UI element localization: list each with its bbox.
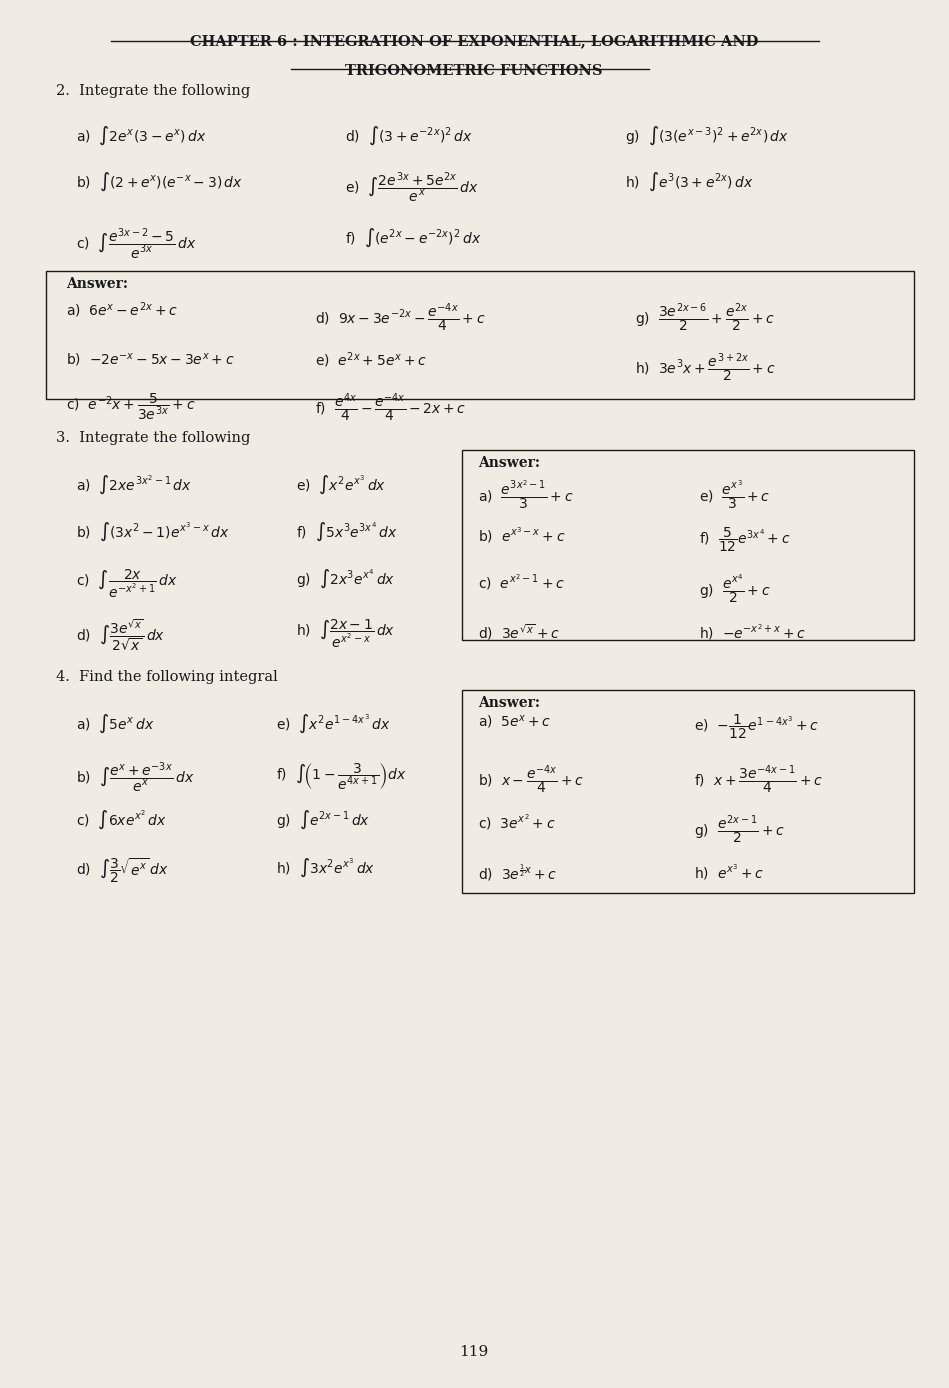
Text: g)  $\dfrac{e^{x^4}}{2}+c$: g) $\dfrac{e^{x^4}}{2}+c$: [699, 572, 771, 605]
Text: c)  $e^{-2}x+\dfrac{5}{3e^{3x}}+c$: c) $e^{-2}x+\dfrac{5}{3e^{3x}}+c$: [66, 390, 195, 422]
Text: c)  $\int 6xe^{x^2}\,dx$: c) $\int 6xe^{x^2}\,dx$: [76, 809, 167, 831]
Text: TRIGONOMETRIC FUNCTIONS: TRIGONOMETRIC FUNCTIONS: [345, 64, 603, 78]
Text: c)  $\int\dfrac{e^{3x-2}-5}{e^{3x}}\,dx$: c) $\int\dfrac{e^{3x-2}-5}{e^{3x}}\,dx$: [76, 226, 196, 262]
Text: d)  $9x-3e^{-2x}-\dfrac{e^{-4x}}{4}+c$: d) $9x-3e^{-2x}-\dfrac{e^{-4x}}{4}+c$: [315, 301, 486, 333]
Text: f)  $\int\!\left(1-\dfrac{3}{e^{4x+1}}\right)dx$: f) $\int\!\left(1-\dfrac{3}{e^{4x+1}}\ri…: [275, 761, 406, 791]
Text: b)  $e^{x^3-x}+c$: b) $e^{x^3-x}+c$: [478, 525, 566, 545]
Text: e)  $\int\dfrac{2e^{3x}+5e^{2x}}{e^x}\,dx$: e) $\int\dfrac{2e^{3x}+5e^{2x}}{e^x}\,dx…: [345, 171, 479, 205]
Text: d)  $3e^{\frac{1}{2}x}+c$: d) $3e^{\frac{1}{2}x}+c$: [478, 863, 557, 883]
Text: d)  $\int\dfrac{3}{2}\sqrt{e^x}\,dx$: d) $\int\dfrac{3}{2}\sqrt{e^x}\,dx$: [76, 856, 169, 886]
Text: e)  $\dfrac{e^{x^3}}{3}+c$: e) $\dfrac{e^{x^3}}{3}+c$: [699, 479, 771, 511]
Text: e)  $-\dfrac{1}{12}e^{1-4x^3}+c$: e) $-\dfrac{1}{12}e^{1-4x^3}+c$: [695, 713, 819, 741]
Text: 119: 119: [459, 1345, 489, 1359]
Text: 3.  Integrate the following: 3. Integrate the following: [56, 430, 251, 444]
Text: d)  $\int\dfrac{3e^{\sqrt{x}}}{2\sqrt{x}}\,dx$: d) $\int\dfrac{3e^{\sqrt{x}}}{2\sqrt{x}}…: [76, 618, 165, 652]
Text: 2.  Integrate the following: 2. Integrate the following: [56, 85, 251, 99]
Text: Answer:: Answer:: [66, 276, 128, 291]
Text: e)  $\int x^2e^{1-4x^3}\,dx$: e) $\int x^2e^{1-4x^3}\,dx$: [275, 713, 390, 736]
Text: c)  $\int\dfrac{2x}{e^{-x^2+1}}\,dx$: c) $\int\dfrac{2x}{e^{-x^2+1}}\,dx$: [76, 568, 178, 600]
Text: f)  $x+\dfrac{3e^{-4x-1}}{4}+c$: f) $x+\dfrac{3e^{-4x-1}}{4}+c$: [695, 763, 824, 795]
Text: b)  $\int\dfrac{e^x+e^{-3x}}{e^x}\,dx$: b) $\int\dfrac{e^x+e^{-3x}}{e^x}\,dx$: [76, 761, 195, 795]
Text: h)  $\int e^3(3+e^{2x})\,dx$: h) $\int e^3(3+e^{2x})\,dx$: [624, 171, 754, 193]
Text: a)  $\int 5e^x\,dx$: a) $\int 5e^x\,dx$: [76, 713, 155, 736]
Text: g)  $\int e^{2x-1}\,dx$: g) $\int e^{2x-1}\,dx$: [275, 809, 370, 831]
Text: b)  $\int(3x^2-1)e^{x^3-x}\,dx$: b) $\int(3x^2-1)e^{x^3-x}\,dx$: [76, 520, 230, 543]
Text: a)  $\int 2xe^{3x^2-1}\,dx$: a) $\int 2xe^{3x^2-1}\,dx$: [76, 473, 193, 496]
Text: h)  $3e^3x+\dfrac{e^{3+2x}}{2}+c$: h) $3e^3x+\dfrac{e^{3+2x}}{2}+c$: [635, 351, 775, 383]
Text: h)  $\int 3x^2e^{x^3}\,dx$: h) $\int 3x^2e^{x^3}\,dx$: [275, 856, 375, 879]
Text: 4.  Find the following integral: 4. Find the following integral: [56, 670, 278, 684]
Text: a)  $5e^x+c$: a) $5e^x+c$: [478, 713, 551, 730]
Text: h)  $e^{x^3}+c$: h) $e^{x^3}+c$: [695, 863, 764, 883]
Text: f)  $\dfrac{e^{4x}}{4}-\dfrac{e^{-4x}}{4}-2x+c$: f) $\dfrac{e^{4x}}{4}-\dfrac{e^{-4x}}{4}…: [315, 390, 467, 423]
Text: c)  $e^{x^2-1}+c$: c) $e^{x^2-1}+c$: [478, 572, 565, 591]
Text: a)  $\int 2e^x(3-e^x)\,dx$: a) $\int 2e^x(3-e^x)\,dx$: [76, 124, 207, 147]
Text: CHAPTER 6 : INTEGRATION OF EXPONENTIAL, LOGARITHMIC AND: CHAPTER 6 : INTEGRATION OF EXPONENTIAL, …: [190, 35, 758, 49]
Text: b)  $\int(2+e^x)(e^{-x}-3)\,dx$: b) $\int(2+e^x)(e^{-x}-3)\,dx$: [76, 171, 243, 193]
Text: g)  $\int(3(e^{x-3})^2+e^{2x})\,dx$: g) $\int(3(e^{x-3})^2+e^{2x})\,dx$: [624, 124, 789, 147]
Text: g)  $\int 2x^3e^{x^4}\,dx$: g) $\int 2x^3e^{x^4}\,dx$: [295, 568, 395, 590]
Text: g)  $\dfrac{e^{2x-1}}{2}+c$: g) $\dfrac{e^{2x-1}}{2}+c$: [695, 813, 785, 845]
Text: h)  $\int\dfrac{2x-1}{e^{x^2-x}}\,dx$: h) $\int\dfrac{2x-1}{e^{x^2-x}}\,dx$: [295, 618, 395, 650]
Text: g)  $\dfrac{3e^{2x-6}}{2}+\dfrac{e^{2x}}{2}+c$: g) $\dfrac{3e^{2x-6}}{2}+\dfrac{e^{2x}}{…: [635, 301, 774, 333]
Text: d)  $3e^{\sqrt{x}}+c$: d) $3e^{\sqrt{x}}+c$: [478, 622, 560, 641]
Text: Answer:: Answer:: [478, 457, 540, 471]
Text: f)  $\int(e^{2x}-e^{-2x})^2\,dx$: f) $\int(e^{2x}-e^{-2x})^2\,dx$: [345, 226, 482, 250]
Text: a)  $6e^x - e^{2x} + c$: a) $6e^x - e^{2x} + c$: [66, 301, 178, 321]
Text: Answer:: Answer:: [478, 695, 540, 711]
Text: d)  $\int(3+e^{-2x})^2\,dx$: d) $\int(3+e^{-2x})^2\,dx$: [345, 124, 474, 147]
Text: a)  $\dfrac{e^{3x^2-1}}{3}+c$: a) $\dfrac{e^{3x^2-1}}{3}+c$: [478, 479, 573, 511]
Text: f)  $\int 5x^3e^{3x^4}\,dx$: f) $\int 5x^3e^{3x^4}\,dx$: [295, 520, 397, 543]
Text: b)  $x-\dfrac{e^{-4x}}{4}+c$: b) $x-\dfrac{e^{-4x}}{4}+c$: [478, 763, 585, 795]
Text: e)  $\int x^2e^{x^3}\,dx$: e) $\int x^2e^{x^3}\,dx$: [295, 473, 385, 496]
Text: c)  $3e^{x^2}+c$: c) $3e^{x^2}+c$: [478, 813, 555, 833]
Text: f)  $\dfrac{5}{12}e^{3x^4}+c$: f) $\dfrac{5}{12}e^{3x^4}+c$: [699, 525, 791, 554]
Text: b)  $-2e^{-x}-5x-3e^x+c$: b) $-2e^{-x}-5x-3e^x+c$: [66, 351, 235, 368]
Text: e)  $e^{2x}+5e^x+c$: e) $e^{2x}+5e^x+c$: [315, 351, 427, 371]
Text: h)  $-e^{-x^2+x}+c$: h) $-e^{-x^2+x}+c$: [699, 622, 807, 641]
